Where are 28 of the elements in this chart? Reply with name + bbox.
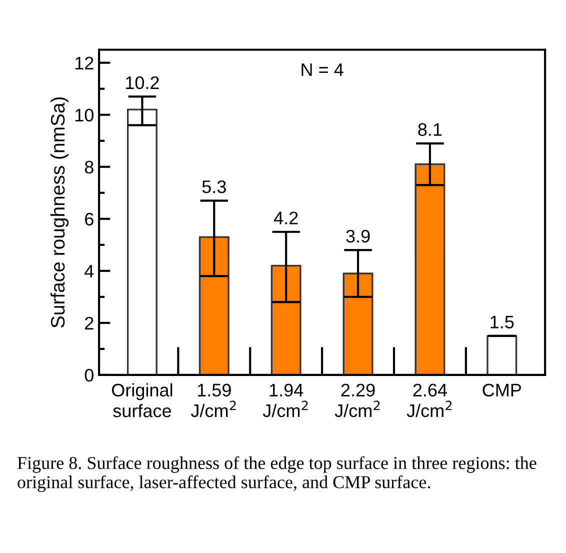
data-label: 5.3 — [202, 180, 226, 194]
y-axis-title: Surface roughness (nmSa) — [50, 97, 69, 328]
annotation: N = 4 — [302, 63, 344, 76]
bar — [126, 108, 158, 375]
x-tick-label: 1.59 J/cm$^{2}$ — [190, 384, 236, 418]
data-label: 8.1 — [418, 123, 442, 136]
data-label: 1.5 — [490, 316, 514, 328]
x-tick-label: 2.29 J/cm$^{2}$ — [334, 384, 380, 418]
bar — [342, 272, 374, 375]
y-tick-label: 12 — [75, 56, 94, 70]
y-tick-label: 8 — [84, 160, 94, 174]
bar — [414, 163, 446, 375]
x-tick-label: Original surface — [112, 383, 172, 418]
y-tick-label: 0 — [84, 368, 94, 382]
data-label: 3.9 — [346, 230, 370, 243]
bar — [198, 236, 230, 375]
x-tick-label: CMP — [482, 384, 522, 397]
y-tick-label: 6 — [85, 212, 94, 226]
x-tick-label: 2.64 J/cm$^{2}$ — [406, 384, 452, 418]
bar — [270, 264, 302, 375]
y-tick-label: 2 — [85, 316, 94, 330]
bar — [486, 335, 518, 375]
x-tick-label: 1.94 J/cm$^{2}$ — [262, 384, 308, 418]
caption: Figure 8. Surface roughness of the edge top surface in three regions: the original surface, laser-affected surface, and CMP surface. — [18, 456, 536, 492]
y-tick-label: 4 — [84, 265, 94, 278]
data-label: 4.2 — [274, 212, 298, 224]
data-label: 10.2 — [126, 76, 159, 90]
y-tick-label: 10 — [75, 108, 94, 122]
